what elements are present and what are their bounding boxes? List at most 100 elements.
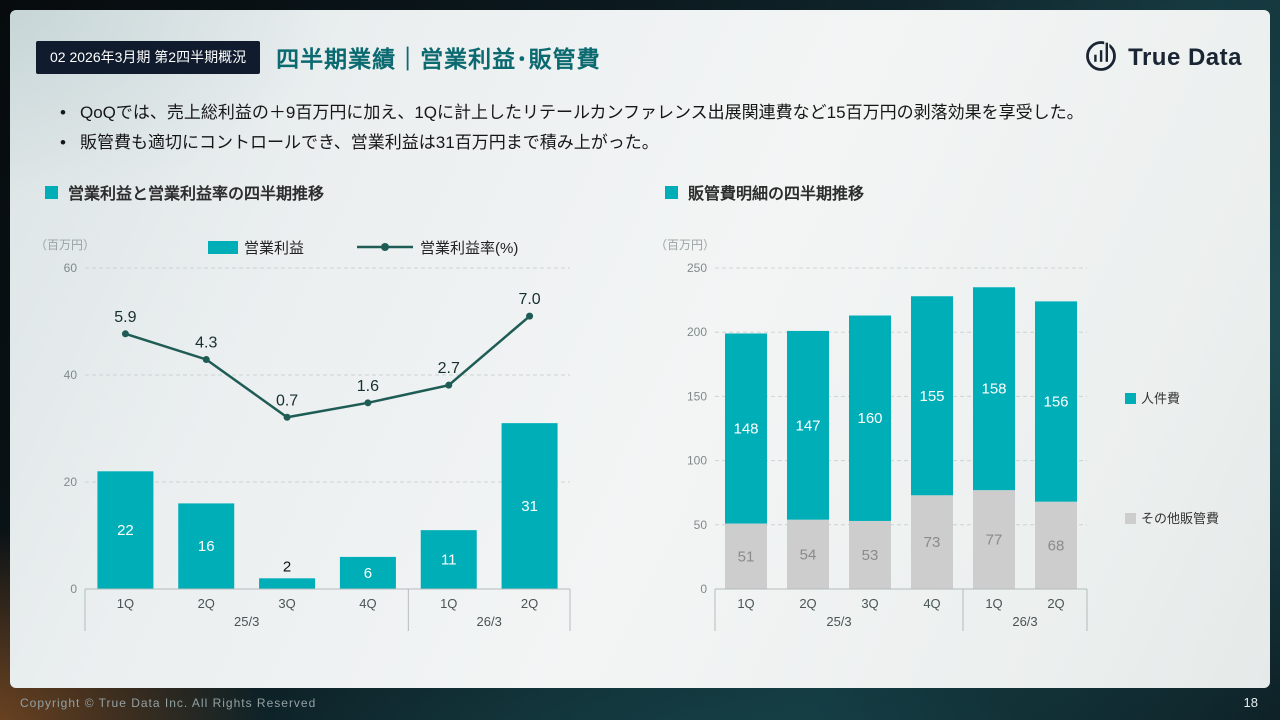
- x-tick-label: 4Q: [923, 596, 940, 611]
- truedata-logo-icon: [1082, 36, 1120, 79]
- segment-value-label: 73: [924, 534, 941, 551]
- x-tick-label: 4Q: [359, 596, 376, 611]
- x-tick-label: 2Q: [799, 596, 816, 611]
- y-tick-label: 20: [64, 475, 78, 489]
- stacked-bar-segment: [911, 495, 953, 589]
- stacked-bar-segment: [787, 519, 829, 589]
- legend-label: その他販管費: [1141, 511, 1219, 526]
- stacked-bar-segment: [911, 296, 953, 496]
- bar: [178, 503, 235, 589]
- bar-value-label: 22: [117, 522, 134, 539]
- stacked-bar-segment: [849, 315, 891, 521]
- x-tick-label: 3Q: [278, 596, 295, 611]
- bullet-text: QoQでは、売上総利益の＋9百万円に加え、1Qに計上したリテールカンファレンス出…: [80, 103, 1084, 122]
- data-point: [526, 312, 534, 320]
- y-tick-label: 60: [64, 261, 78, 275]
- line-value-label: 1.6: [357, 378, 379, 395]
- page-number: 18: [1243, 695, 1258, 710]
- company-logo: True Data: [1082, 36, 1242, 79]
- segment-value-label: 158: [981, 381, 1006, 398]
- bullet-item: • QoQでは、売上総利益の＋9百万円に加え、1Qに計上したリテールカンファレン…: [46, 98, 1236, 128]
- right-chart-title: 販管費明細の四半期推移: [688, 186, 865, 203]
- x-tick-label: 1Q: [117, 596, 134, 611]
- segment-value-label: 54: [800, 546, 817, 563]
- legend-swatch: [1125, 513, 1136, 524]
- sga-expenses-chart: （百万円） 0 50 100 150 200 250 51 148 54 147 53 160 73 155…: [655, 238, 1219, 631]
- bar-value-label: 16: [198, 538, 215, 555]
- axis-unit-label: （百万円）: [35, 238, 95, 252]
- group-label: 26/3: [1012, 614, 1037, 629]
- bullet-dot: •: [60, 133, 66, 152]
- logo-wordmark: True Data: [1128, 43, 1242, 71]
- heading-square-icon: [45, 185, 58, 199]
- bar: [259, 578, 316, 589]
- x-tick-label: 1Q: [985, 596, 1002, 611]
- stacked-bar-segment: [849, 520, 891, 589]
- segment-value-label: 148: [733, 421, 758, 438]
- data-point: [121, 330, 129, 338]
- group-label: 26/3: [477, 614, 502, 629]
- heading-square-icon: [665, 185, 678, 199]
- copyright-text: Copyright © True Data Inc. All Rights Re…: [20, 696, 317, 710]
- page-title: 四半期業績｜営業利益･販管費: [276, 46, 601, 72]
- x-tick-label: 2Q: [1047, 596, 1064, 611]
- bullet-item: • 販管費も適切にコントロールでき、営業利益は31百万円まで積み上がった。: [46, 128, 1236, 158]
- operating-profit-chart: （百万円） 営業利益 営業利益率(%) 0 20 40 60 22 16 2 6 11 31 5.9 4.3…: [35, 238, 571, 631]
- segment-value-label: 68: [1048, 537, 1065, 554]
- stacked-bar-segment: [725, 523, 767, 589]
- left-chart-title: 営業利益と営業利益率の四半期推移: [68, 186, 325, 203]
- segment-value-label: 156: [1043, 394, 1068, 411]
- segment-value-label: 155: [919, 388, 944, 405]
- y-tick-label: 50: [694, 518, 708, 532]
- bar-value-label: 6: [364, 565, 372, 582]
- group-label: 25/3: [234, 614, 259, 629]
- x-tick-label: 3Q: [861, 596, 878, 611]
- bar: [339, 556, 396, 589]
- bullet-text: 販管費も適切にコントロールでき、営業利益は31百万円まで積み上がった。: [80, 133, 659, 152]
- legend-line-marker-icon: [381, 243, 389, 251]
- legend-label: 営業利益: [244, 240, 304, 257]
- axis-unit-label: （百万円）: [655, 238, 715, 252]
- left-chart-heading: 営業利益と営業利益率の四半期推移: [45, 180, 324, 204]
- legend-swatch: [1125, 393, 1136, 404]
- segment-value-label: 51: [738, 548, 755, 565]
- y-tick-label: 250: [687, 261, 707, 275]
- right-chart-heading: 販管費明細の四半期推移: [665, 180, 864, 204]
- stacked-bar-segment: [973, 287, 1015, 491]
- y-tick-label: 150: [687, 389, 707, 403]
- x-tick-label: 2Q: [198, 596, 215, 611]
- y-tick-label: 0: [70, 582, 77, 596]
- x-tick-label: 1Q: [737, 596, 754, 611]
- segment-value-label: 160: [857, 410, 882, 427]
- slide-content-area: 02 2026年3月期 第2四半期概況 四半期業績｜営業利益･販管費 True …: [10, 10, 1270, 688]
- x-tick-label: 2Q: [521, 596, 538, 611]
- bullet-dot: •: [60, 103, 66, 122]
- stacked-bar-segment: [1035, 501, 1077, 589]
- line-value-label: 2.7: [438, 360, 460, 377]
- bar: [501, 423, 558, 589]
- header: 02 2026年3月期 第2四半期概況 四半期業績｜営業利益･販管費: [36, 40, 601, 74]
- bar-value-label: 31: [521, 498, 538, 515]
- y-tick-label: 0: [700, 582, 707, 596]
- y-tick-label: 100: [687, 454, 707, 468]
- legend-swatch-bar: [208, 241, 238, 254]
- line-value-label: 7.0: [518, 291, 540, 308]
- segment-value-label: 53: [862, 547, 879, 564]
- bar-value-label: 11: [441, 552, 457, 569]
- data-point: [445, 381, 453, 389]
- line-series: [125, 315, 531, 419]
- segment-value-label: 147: [795, 417, 820, 434]
- bar: [97, 471, 154, 589]
- group-label: 25/3: [826, 614, 851, 629]
- stacked-bar-segment: [787, 330, 829, 520]
- stacked-bar-segment: [973, 490, 1015, 589]
- y-tick-label: 200: [687, 325, 707, 339]
- data-point: [283, 413, 291, 421]
- bar-value-label: 2: [283, 558, 291, 575]
- data-point: [202, 355, 210, 363]
- line-value-label: 4.3: [195, 334, 217, 351]
- legend-label: 営業利益率(%): [420, 240, 518, 257]
- stacked-bar-segment: [1035, 301, 1077, 502]
- bar: [420, 530, 477, 589]
- line-value-label: 0.7: [276, 392, 298, 409]
